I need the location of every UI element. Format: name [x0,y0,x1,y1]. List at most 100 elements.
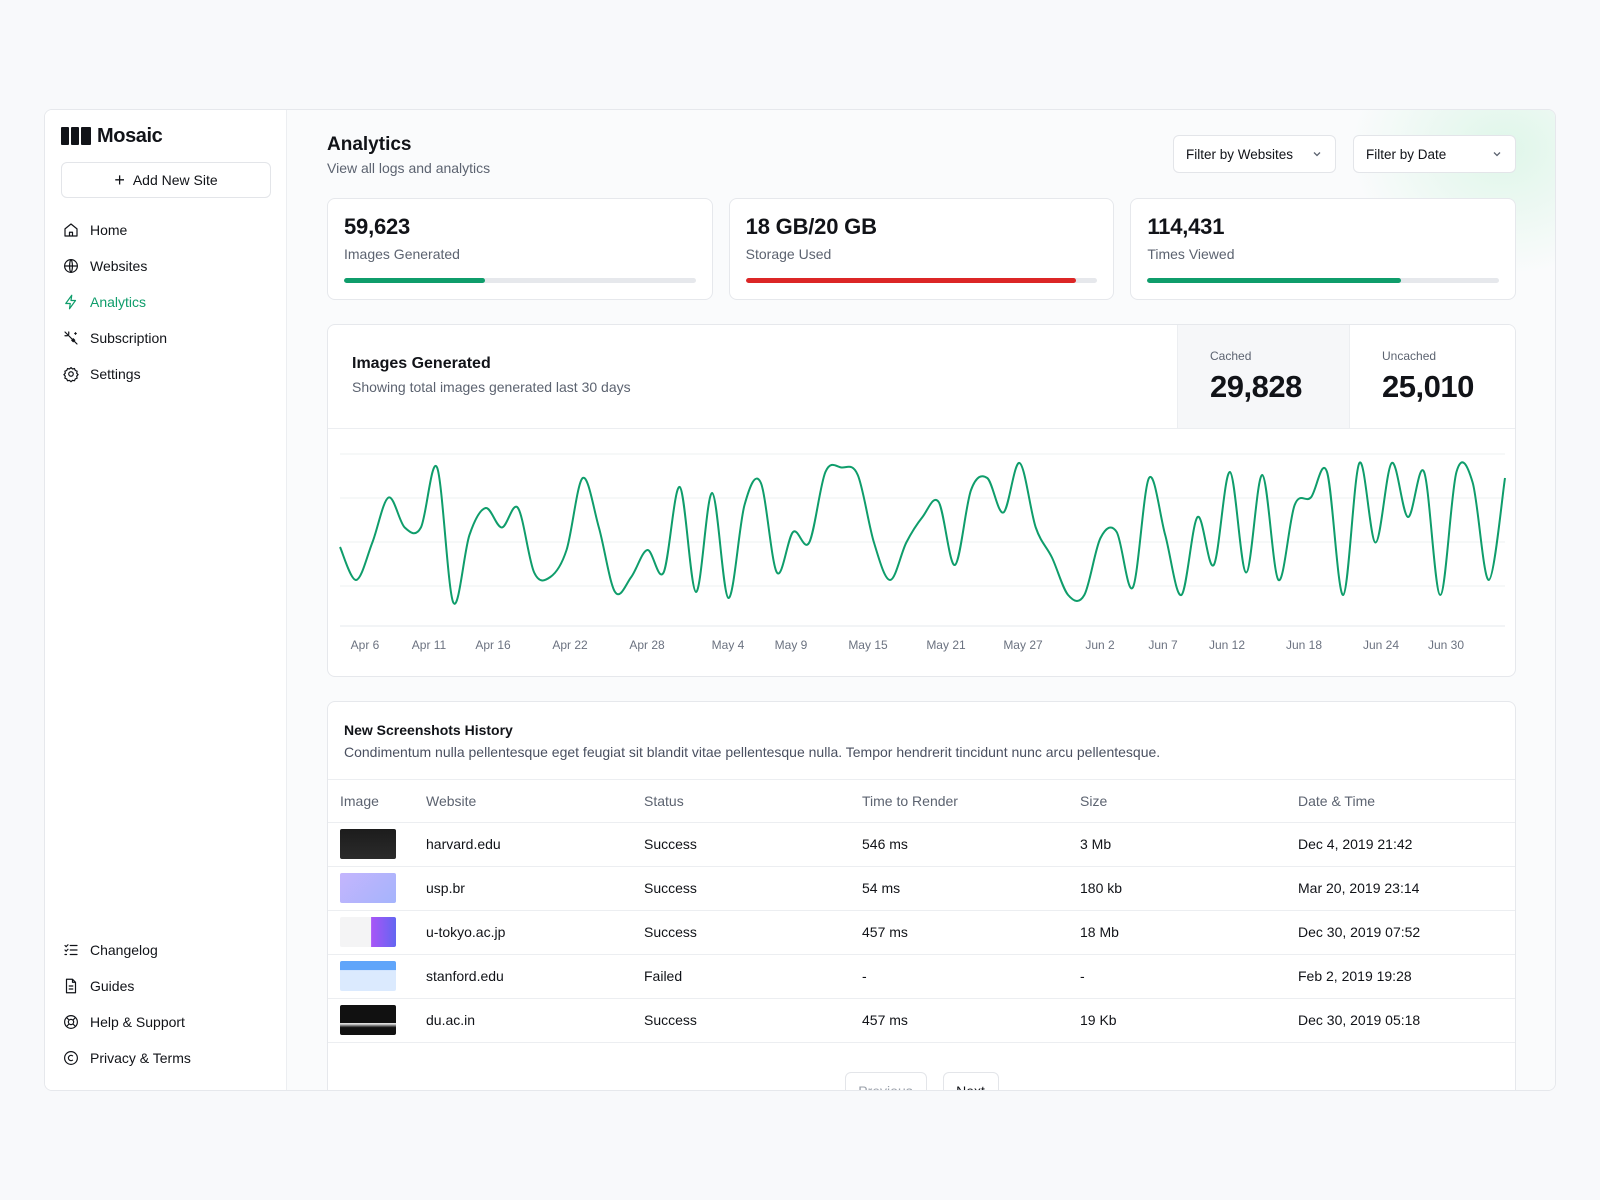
image-cell [328,998,426,1043]
screenshot-thumbnail[interactable] [340,1005,396,1035]
image-cell [328,910,426,955]
x-tick-label: Apr 16 [475,638,511,652]
screenshot-thumbnail[interactable] [340,829,396,859]
screenshot-thumbnail[interactable] [340,917,396,947]
image-cell [328,866,426,911]
table-row[interactable]: stanford.edu Failed - - Feb 2, 2019 19:28 [328,954,1515,999]
sidebar-item-label: Help & Support [90,1014,185,1030]
progress-fill [344,278,485,283]
column-header[interactable]: Time to Render [862,780,1080,823]
kpi-label: Uncached [1382,349,1437,363]
kpi-label: Cached [1210,349,1252,363]
time-to-render-cell: 457 ms [862,910,1080,955]
stat-value: 18 GB/20 GB [745,214,877,239]
pagination: Previous Next [328,1072,1515,1090]
chart-title: Images Generated [352,355,491,372]
copyright-icon [64,1051,78,1065]
table-row[interactable]: u-tokyo.ac.jp Success 457 ms 18 Mb Dec 30, 2… [328,910,1515,955]
x-tick-label: May 21 [926,638,966,652]
website-cell: du.ac.in [426,998,644,1043]
screenshot-thumbnail[interactable] [340,873,396,903]
sidebar-item-label: Changelog [90,942,158,958]
stat-label: Times Viewed [1147,246,1235,262]
stat-card-images-generated: 59,623 Images Generated [327,198,713,300]
brand-logo[interactable]: Mosaic [61,124,270,148]
website-cell: harvard.edu [426,822,644,867]
sidebar-item-changelog[interactable]: Changelog [61,932,271,968]
size-cell: - [1080,954,1298,999]
sidebar-item-guides[interactable]: Guides [61,968,271,1004]
time-to-render-cell: - [862,954,1080,999]
filter-websites-dropdown[interactable]: Filter by Websites [1173,135,1336,173]
kpi-cached[interactable]: Cached 29,828 [1177,325,1349,428]
image-cell [328,954,426,999]
sidebar-item-analytics[interactable]: Analytics [61,284,270,320]
column-header[interactable]: Website [426,780,644,823]
size-cell: 18 Mb [1080,910,1298,955]
table-row[interactable]: du.ac.in Success 457 ms 19 Kb Dec 30, 2019 0… [328,998,1515,1043]
page-title: Analytics [327,134,412,155]
x-tick-label: Jun 18 [1286,638,1322,652]
column-header[interactable]: Size [1080,780,1298,823]
image-cell [328,822,426,867]
website-cell: u-tokyo.ac.jp [426,910,644,955]
filter-date-dropdown[interactable]: Filter by Date [1353,135,1516,173]
progress-fill [745,278,1077,283]
status-cell: Success [644,998,862,1043]
chart-subtitle: Showing total images generated last 30 d… [352,379,631,395]
screenshots-history-card: New Screenshots History Condimentum null… [327,701,1516,1090]
home-icon [64,223,78,237]
table-header-row: Image Website Status Time to Render Size… [328,780,1515,823]
table-title: New Screenshots History [344,722,513,738]
table-row[interactable]: harvard.edu Success 546 ms 3 Mb Dec 4, 2019 … [328,822,1515,867]
date-time-cell: Dec 30, 2019 05:18 [1298,998,1515,1043]
mosaic-logo-icon [61,127,91,145]
x-tick-label: May 4 [712,638,745,652]
website-cell: usp.br [426,866,644,911]
secondary-nav: Changelog Guides Help & Support Privacy … [61,932,271,1076]
status-cell: Success [644,822,862,867]
globe-icon [64,259,78,273]
series-line[interactable] [339,461,1506,605]
x-tick-label: May 15 [848,638,888,652]
x-tick-label: May 27 [1003,638,1043,652]
x-tick-label: Jun 30 [1428,638,1464,652]
kpi-uncached[interactable]: Uncached 25,010 [1349,325,1515,428]
status-cell: Failed [644,954,862,999]
sidebar-item-help-support[interactable]: Help & Support [61,1004,271,1040]
add-new-site-label: Add New Site [132,172,218,188]
sidebar-item-privacy-terms[interactable]: Privacy & Terms [61,1040,271,1076]
time-to-render-cell: 546 ms [862,822,1080,867]
column-header[interactable]: Image [328,780,426,823]
lightning-icon [65,294,77,310]
app-window: Mosaic + Add New Site Home Websites Anal… [44,109,1556,1091]
sidebar-item-subscription[interactable]: Subscription [61,320,270,356]
table-row[interactable]: usp.br Success 54 ms 180 kb Mar 20, 2019 23:… [328,866,1515,911]
sidebar-item-label: Privacy & Terms [90,1050,191,1066]
sidebar: Mosaic + Add New Site Home Websites Anal… [45,110,287,1090]
size-cell: 19 Kb [1080,998,1298,1043]
sidebar-item-label: Subscription [90,330,168,346]
x-tick-label: May 9 [775,638,808,652]
previous-page-button[interactable]: Previous [844,1072,927,1090]
add-new-site-button[interactable]: + Add New Site [61,162,271,198]
chart-header: Images Generated Showing total images ge… [328,325,1515,429]
sidebar-item-label: Websites [90,258,148,274]
date-time-cell: Dec 30, 2019 07:52 [1298,910,1515,955]
sidebar-item-home[interactable]: Home [61,212,270,248]
progress-bar [745,278,1098,283]
x-tick-label: Jun 24 [1363,638,1399,652]
screenshot-thumbnail[interactable] [340,961,396,991]
sidebar-item-settings[interactable]: Settings [61,356,270,392]
sidebar-item-websites[interactable]: Websites [61,248,270,284]
images-generated-chart-card: Images Generated Showing total images ge… [327,324,1516,677]
x-tick-label: Apr 28 [629,638,665,652]
brand-name: Mosaic [97,124,163,147]
status-cell: Success [644,866,862,911]
next-page-button[interactable]: Next [942,1072,999,1090]
column-header[interactable]: Status [644,780,862,823]
table-header: New Screenshots History Condimentum null… [328,702,1515,780]
column-header[interactable]: Date & Time [1298,780,1515,823]
filter-date-label: Filter by Date [1366,146,1447,162]
size-cell: 180 kb [1080,866,1298,911]
